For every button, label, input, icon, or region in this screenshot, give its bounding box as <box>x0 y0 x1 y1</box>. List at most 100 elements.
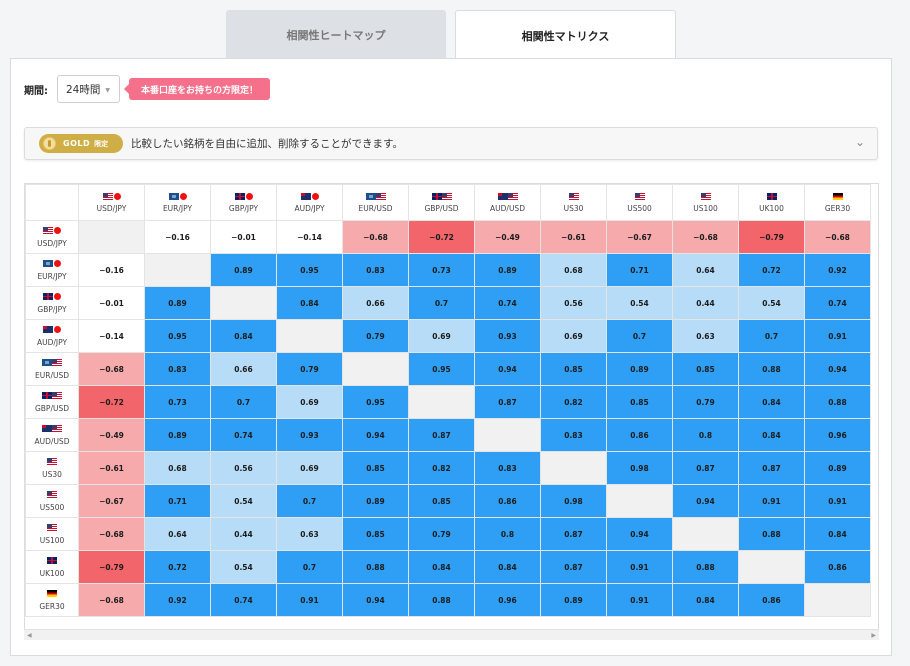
gold-feature-bar[interactable]: GOLD 限定 比較したい銘柄を自由に追加、削除することができます。 ⌄ <box>24 127 878 160</box>
matrix-cell[interactable]: 0.72 <box>738 253 805 287</box>
matrix-cell[interactable]: 0.88 <box>342 550 409 584</box>
matrix-cell[interactable]: 0.84 <box>738 418 805 452</box>
matrix-cell[interactable]: 0.98 <box>606 451 673 485</box>
matrix-cell[interactable]: −0.01 <box>210 220 277 254</box>
matrix-cell[interactable]: 0.89 <box>342 484 409 518</box>
matrix-cell[interactable]: −0.49 <box>78 418 145 452</box>
matrix-cell[interactable]: 0.79 <box>342 319 409 353</box>
matrix-cell[interactable]: 0.84 <box>672 583 739 617</box>
matrix-cell[interactable]: 0.95 <box>144 319 211 353</box>
matrix-cell[interactable]: 0.74 <box>210 418 277 452</box>
matrix-cell[interactable]: 0.88 <box>738 517 805 551</box>
matrix-cell[interactable]: 0.63 <box>276 517 343 551</box>
matrix-cell[interactable]: 0.96 <box>804 418 871 452</box>
matrix-cell[interactable]: 0.8 <box>672 418 739 452</box>
matrix-cell[interactable]: 0.73 <box>144 385 211 419</box>
matrix-cell[interactable]: 0.86 <box>606 418 673 452</box>
matrix-cell[interactable]: 0.7 <box>738 319 805 353</box>
matrix-cell[interactable]: 0.91 <box>276 583 343 617</box>
matrix-cell[interactable]: 0.93 <box>474 319 541 353</box>
matrix-cell[interactable]: 0.83 <box>540 418 607 452</box>
matrix-cell[interactable]: 0.87 <box>474 385 541 419</box>
matrix-cell[interactable]: −0.68 <box>342 220 409 254</box>
matrix-cell[interactable]: 0.85 <box>342 451 409 485</box>
matrix-cell[interactable]: 0.82 <box>408 451 475 485</box>
matrix-cell[interactable]: 0.83 <box>144 352 211 386</box>
matrix-cell[interactable]: 0.96 <box>474 583 541 617</box>
matrix-cell[interactable]: −0.67 <box>606 220 673 254</box>
matrix-cell[interactable]: 0.89 <box>606 352 673 386</box>
matrix-cell[interactable]: 0.87 <box>672 451 739 485</box>
matrix-cell[interactable]: 0.98 <box>540 484 607 518</box>
matrix-cell[interactable]: −0.01 <box>78 286 145 320</box>
matrix-cell[interactable]: 0.84 <box>276 286 343 320</box>
matrix-cell[interactable]: 0.88 <box>804 385 871 419</box>
horizontal-scrollbar[interactable]: ◀ ▶ <box>24 629 879 640</box>
matrix-cell[interactable]: 0.56 <box>540 286 607 320</box>
matrix-cell[interactable]: 0.73 <box>408 253 475 287</box>
tab-matrix[interactable]: 相関性マトリクス <box>455 10 676 60</box>
matrix-cell[interactable]: 0.68 <box>144 451 211 485</box>
matrix-cell[interactable]: 0.85 <box>672 352 739 386</box>
matrix-cell[interactable]: 0.69 <box>408 319 475 353</box>
matrix-cell[interactable]: 0.91 <box>606 583 673 617</box>
matrix-cell[interactable]: −0.79 <box>78 550 145 584</box>
matrix-cell[interactable]: 0.86 <box>474 484 541 518</box>
matrix-cell[interactable]: 0.63 <box>672 319 739 353</box>
matrix-cell[interactable]: 0.7 <box>276 484 343 518</box>
matrix-cell[interactable]: 0.83 <box>342 253 409 287</box>
matrix-cell[interactable]: −0.72 <box>408 220 475 254</box>
matrix-cell[interactable]: 0.69 <box>276 451 343 485</box>
matrix-cell[interactable]: −0.68 <box>78 352 145 386</box>
matrix-cell[interactable]: 0.79 <box>672 385 739 419</box>
matrix-cell[interactable]: −0.49 <box>474 220 541 254</box>
matrix-cell[interactable]: 0.84 <box>474 550 541 584</box>
matrix-cell[interactable]: 0.89 <box>144 286 211 320</box>
matrix-cell[interactable]: −0.79 <box>738 220 805 254</box>
matrix-cell[interactable]: −0.68 <box>78 583 145 617</box>
matrix-cell[interactable]: −0.14 <box>276 220 343 254</box>
matrix-cell[interactable]: 0.74 <box>210 583 277 617</box>
matrix-cell[interactable]: 0.87 <box>540 517 607 551</box>
matrix-cell[interactable]: 0.89 <box>540 583 607 617</box>
matrix-cell[interactable]: 0.69 <box>276 385 343 419</box>
matrix-cell[interactable]: 0.74 <box>804 286 871 320</box>
matrix-cell[interactable]: 0.94 <box>672 484 739 518</box>
matrix-cell[interactable]: 0.88 <box>738 352 805 386</box>
matrix-cell[interactable]: −0.68 <box>672 220 739 254</box>
matrix-cell[interactable]: −0.68 <box>78 517 145 551</box>
matrix-cell[interactable]: 0.89 <box>144 418 211 452</box>
matrix-cell[interactable]: 0.87 <box>540 550 607 584</box>
matrix-cell[interactable]: 0.85 <box>606 385 673 419</box>
matrix-cell[interactable]: 0.79 <box>276 352 343 386</box>
matrix-cell[interactable]: 0.74 <box>474 286 541 320</box>
matrix-cell[interactable]: 0.85 <box>540 352 607 386</box>
matrix-cell[interactable]: 0.93 <box>276 418 343 452</box>
matrix-cell[interactable]: 0.89 <box>210 253 277 287</box>
matrix-cell[interactable]: 0.94 <box>804 352 871 386</box>
matrix-cell[interactable]: 0.94 <box>342 583 409 617</box>
matrix-cell[interactable]: 0.54 <box>210 484 277 518</box>
matrix-cell[interactable]: 0.91 <box>738 484 805 518</box>
period-select[interactable]: 24時間 ▼ <box>57 75 120 103</box>
matrix-cell[interactable]: 0.7 <box>210 385 277 419</box>
matrix-cell[interactable]: 0.91 <box>804 484 871 518</box>
matrix-cell[interactable]: 0.94 <box>474 352 541 386</box>
matrix-cell[interactable]: 0.85 <box>342 517 409 551</box>
matrix-cell[interactable]: 0.64 <box>672 253 739 287</box>
matrix-cell[interactable]: 0.72 <box>144 550 211 584</box>
matrix-cell[interactable]: −0.67 <box>78 484 145 518</box>
matrix-cell[interactable]: 0.79 <box>408 517 475 551</box>
matrix-cell[interactable]: 0.86 <box>804 550 871 584</box>
matrix-cell[interactable]: 0.56 <box>210 451 277 485</box>
matrix-cell[interactable]: −0.68 <box>804 220 871 254</box>
matrix-cell[interactable]: 0.95 <box>408 352 475 386</box>
matrix-cell[interactable]: 0.95 <box>276 253 343 287</box>
matrix-cell[interactable]: −0.72 <box>78 385 145 419</box>
matrix-cell[interactable]: 0.82 <box>540 385 607 419</box>
matrix-cell[interactable]: 0.44 <box>672 286 739 320</box>
chevron-down-icon[interactable]: ⌄ <box>854 135 865 149</box>
matrix-cell[interactable]: −0.14 <box>78 319 145 353</box>
tab-heatmap[interactable]: 相関性ヒートマップ <box>226 10 446 59</box>
matrix-cell[interactable]: −0.61 <box>540 220 607 254</box>
